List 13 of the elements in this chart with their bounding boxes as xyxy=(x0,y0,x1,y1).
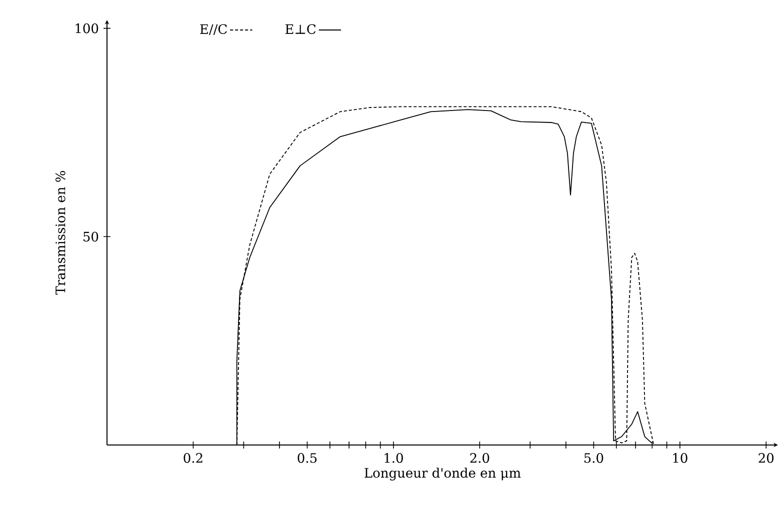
y-tick-label: 100 xyxy=(76,23,98,34)
legend-label: E⊥C xyxy=(285,24,316,34)
x-tick-label: 0.5 xyxy=(298,453,317,463)
x-tick-label: 5.0 xyxy=(584,453,604,463)
legend-label: E//C xyxy=(200,24,227,36)
x-tick-label: 20 xyxy=(758,453,774,463)
y-axis-title: Transmission en % xyxy=(55,170,66,295)
y-tick-label: 50 xyxy=(84,232,98,242)
x-axis-title: Longueur d'onde en μm xyxy=(364,468,521,480)
x-tick-label: 10 xyxy=(673,453,688,463)
x-tick-label: 0.2 xyxy=(184,453,202,463)
x-tick-label: 1.0 xyxy=(384,453,403,463)
x-tick-label: 2.0 xyxy=(470,453,490,463)
